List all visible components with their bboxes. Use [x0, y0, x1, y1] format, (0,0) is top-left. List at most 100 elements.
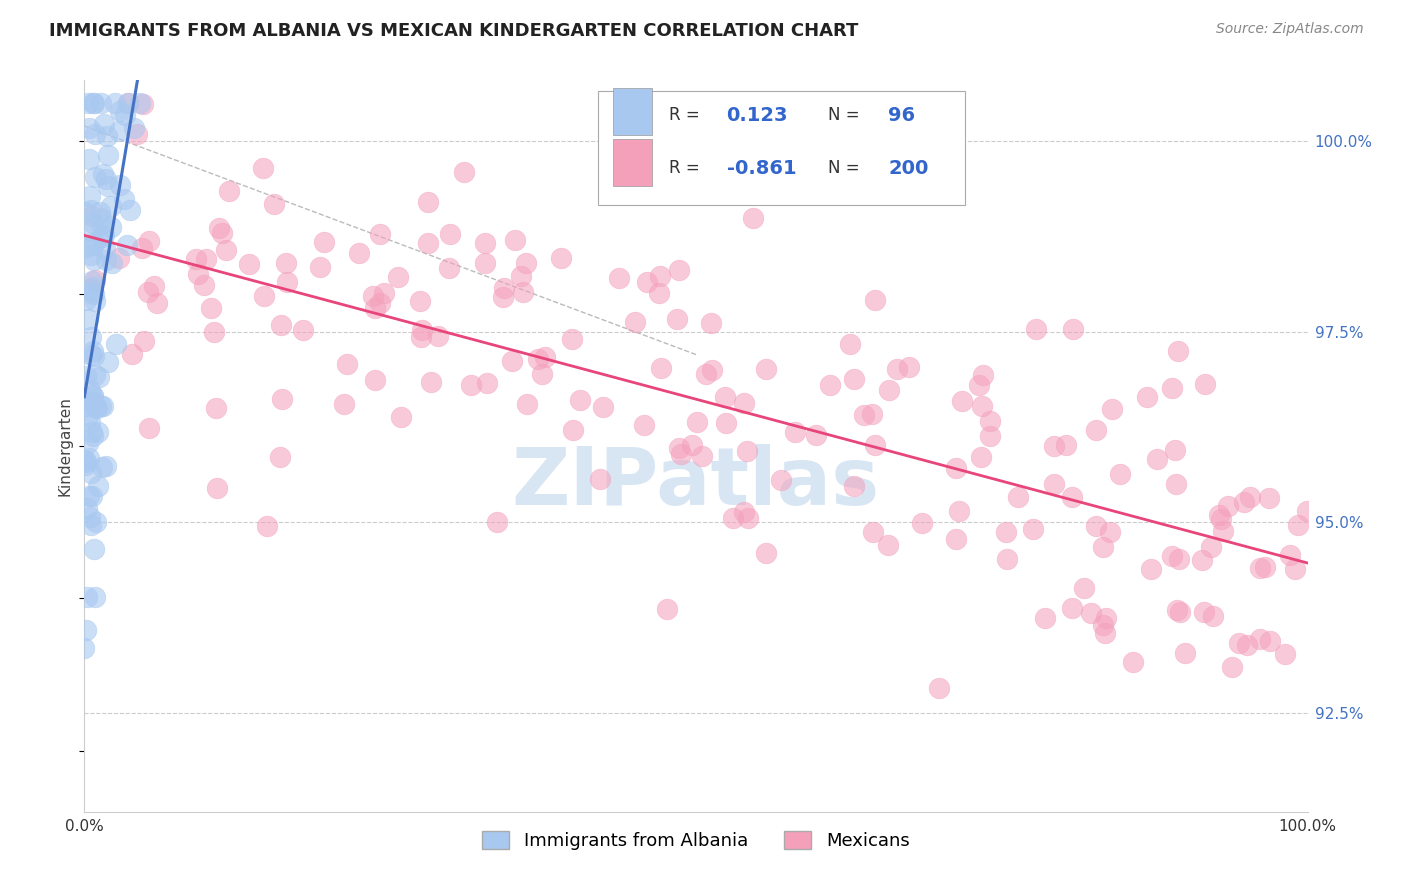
Point [136, 285, 159, 299]
Point [79, 223, 101, 237]
Point [648, 286, 671, 301]
Point [818, 378, 841, 392]
Point [690, 450, 713, 464]
Point [623, 316, 645, 330]
Point [682, 438, 704, 452]
Point [1174, 646, 1197, 660]
Point [1209, 512, 1232, 526]
Point [205, 481, 228, 495]
Point [714, 390, 737, 404]
Point [1060, 600, 1083, 615]
Point [995, 524, 1018, 539]
Text: 96: 96 [889, 106, 915, 125]
Point [863, 293, 886, 307]
Point [86, 478, 108, 492]
Point [75, 369, 97, 384]
Point [332, 397, 354, 411]
Point [1239, 490, 1261, 504]
Point [100, 219, 122, 234]
Point [897, 359, 920, 374]
Point [211, 226, 233, 240]
Point [82, 344, 104, 359]
Point [945, 461, 967, 475]
Point [668, 263, 690, 277]
Point [1022, 522, 1045, 536]
Point [969, 450, 991, 464]
Point [389, 410, 412, 425]
Point [87, 425, 110, 439]
Point [256, 518, 278, 533]
Point [80, 330, 103, 344]
Point [83, 253, 105, 268]
Point [80, 467, 103, 481]
Point [77, 436, 100, 450]
Point [91, 399, 114, 413]
Point [108, 124, 131, 138]
Point [562, 423, 585, 437]
Point [1092, 540, 1115, 554]
Point [75, 458, 97, 472]
Text: R =: R = [669, 106, 700, 124]
Point [972, 368, 994, 382]
Point [75, 205, 97, 219]
Point [437, 261, 460, 276]
Point [93, 242, 115, 256]
Point [650, 269, 672, 284]
Point [122, 121, 145, 136]
Point [112, 192, 135, 206]
Point [972, 400, 994, 414]
Point [96, 459, 118, 474]
Point [108, 104, 131, 119]
Point [669, 447, 692, 461]
Point [1073, 582, 1095, 596]
Text: Source: ZipAtlas.com: Source: ZipAtlas.com [1216, 22, 1364, 37]
Point [82, 285, 104, 299]
Point [132, 97, 155, 112]
Point [114, 108, 136, 122]
Point [1286, 518, 1309, 533]
Point [138, 234, 160, 248]
Point [515, 397, 537, 411]
Point [84, 401, 107, 415]
Point [1062, 322, 1084, 336]
Point [93, 117, 115, 131]
Point [90, 217, 112, 231]
Point [108, 251, 131, 265]
Point [187, 268, 209, 282]
Point [1233, 494, 1256, 508]
FancyBboxPatch shape [598, 91, 965, 204]
Point [76, 501, 98, 516]
Point [501, 354, 523, 368]
Point [1201, 540, 1223, 554]
Point [104, 96, 127, 111]
Point [741, 211, 763, 225]
Point [96, 172, 118, 186]
Text: -0.861: -0.861 [727, 159, 796, 178]
Point [82, 237, 104, 252]
Point [1194, 377, 1216, 392]
Point [860, 407, 883, 421]
Point [89, 369, 111, 384]
Point [361, 289, 384, 303]
Point [418, 235, 440, 250]
Point [695, 368, 717, 382]
Y-axis label: Kindergarten: Kindergarten [58, 396, 73, 496]
Point [373, 285, 395, 300]
Point [79, 510, 101, 524]
Point [1109, 467, 1132, 482]
Point [238, 257, 260, 271]
Point [73, 641, 96, 656]
Point [550, 251, 572, 265]
Point [77, 490, 100, 504]
Legend: Immigrants from Albania, Mexicans: Immigrants from Albania, Mexicans [475, 823, 917, 857]
Point [1136, 390, 1159, 404]
Point [253, 289, 276, 303]
Point [83, 349, 105, 363]
Point [460, 378, 482, 392]
Point [592, 400, 614, 414]
Point [83, 235, 105, 249]
Point [76, 409, 98, 423]
Point [84, 590, 107, 604]
Point [755, 546, 778, 560]
Point [453, 165, 475, 179]
